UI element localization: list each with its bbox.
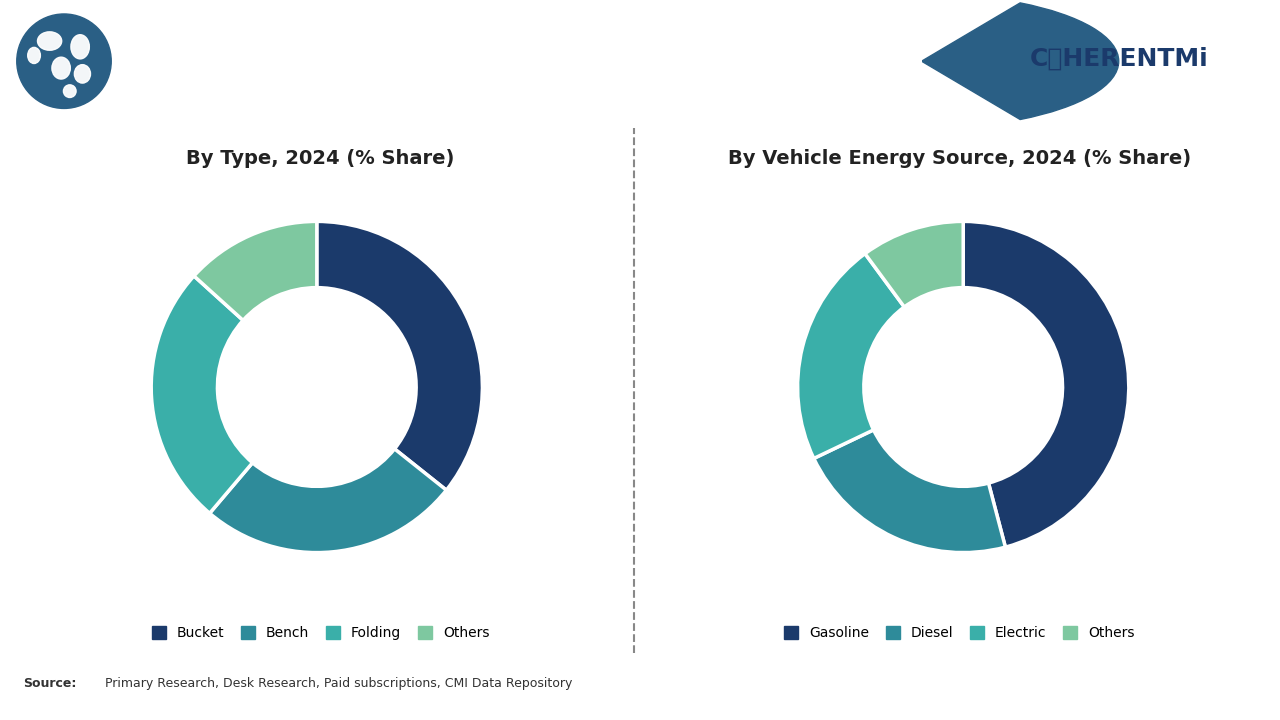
Ellipse shape — [52, 57, 70, 79]
Wedge shape — [963, 222, 1129, 547]
Text: xx.x%: xx.x% — [851, 567, 901, 582]
Text: 45.9%: 45.9% — [1142, 353, 1194, 368]
Text: xx.x%: xx.x% — [311, 585, 362, 600]
Wedge shape — [922, 3, 1119, 120]
Circle shape — [17, 14, 111, 109]
Ellipse shape — [64, 85, 76, 97]
Wedge shape — [797, 253, 904, 459]
Text: xx.x%: xx.x% — [207, 190, 259, 205]
Text: Automotive Seat Market: Automotive Seat Market — [152, 44, 649, 78]
Wedge shape — [316, 222, 483, 490]
Text: 35.7%: 35.7% — [477, 289, 530, 305]
Wedge shape — [865, 222, 964, 307]
Ellipse shape — [70, 35, 90, 59]
Legend: Bucket, Bench, Folding, Others: Bucket, Bench, Folding, Others — [146, 621, 495, 646]
Text: By Vehicle Energy Source, 2024 (% Share): By Vehicle Energy Source, 2024 (% Share) — [728, 149, 1190, 168]
Text: xx.x%: xx.x% — [84, 393, 136, 408]
Ellipse shape — [37, 32, 61, 50]
Text: xx.x%: xx.x% — [873, 183, 924, 198]
Wedge shape — [210, 449, 447, 552]
Wedge shape — [151, 276, 252, 513]
Wedge shape — [195, 222, 317, 320]
Text: xx.x%: xx.x% — [737, 329, 787, 344]
Text: C⦿HERENTMi: C⦿HERENTMi — [1029, 47, 1208, 71]
Text: Source:: Source: — [23, 677, 77, 690]
Text: By Type, 2024 (% Share): By Type, 2024 (% Share) — [187, 149, 454, 168]
Legend: Gasoline, Diesel, Electric, Others: Gasoline, Diesel, Electric, Others — [778, 621, 1140, 646]
Ellipse shape — [74, 65, 91, 83]
Text: Primary Research, Desk Research, Paid subscriptions, CMI Data Repository: Primary Research, Desk Research, Paid su… — [105, 677, 572, 690]
Ellipse shape — [28, 48, 41, 63]
Circle shape — [13, 11, 115, 112]
Wedge shape — [814, 430, 1005, 552]
